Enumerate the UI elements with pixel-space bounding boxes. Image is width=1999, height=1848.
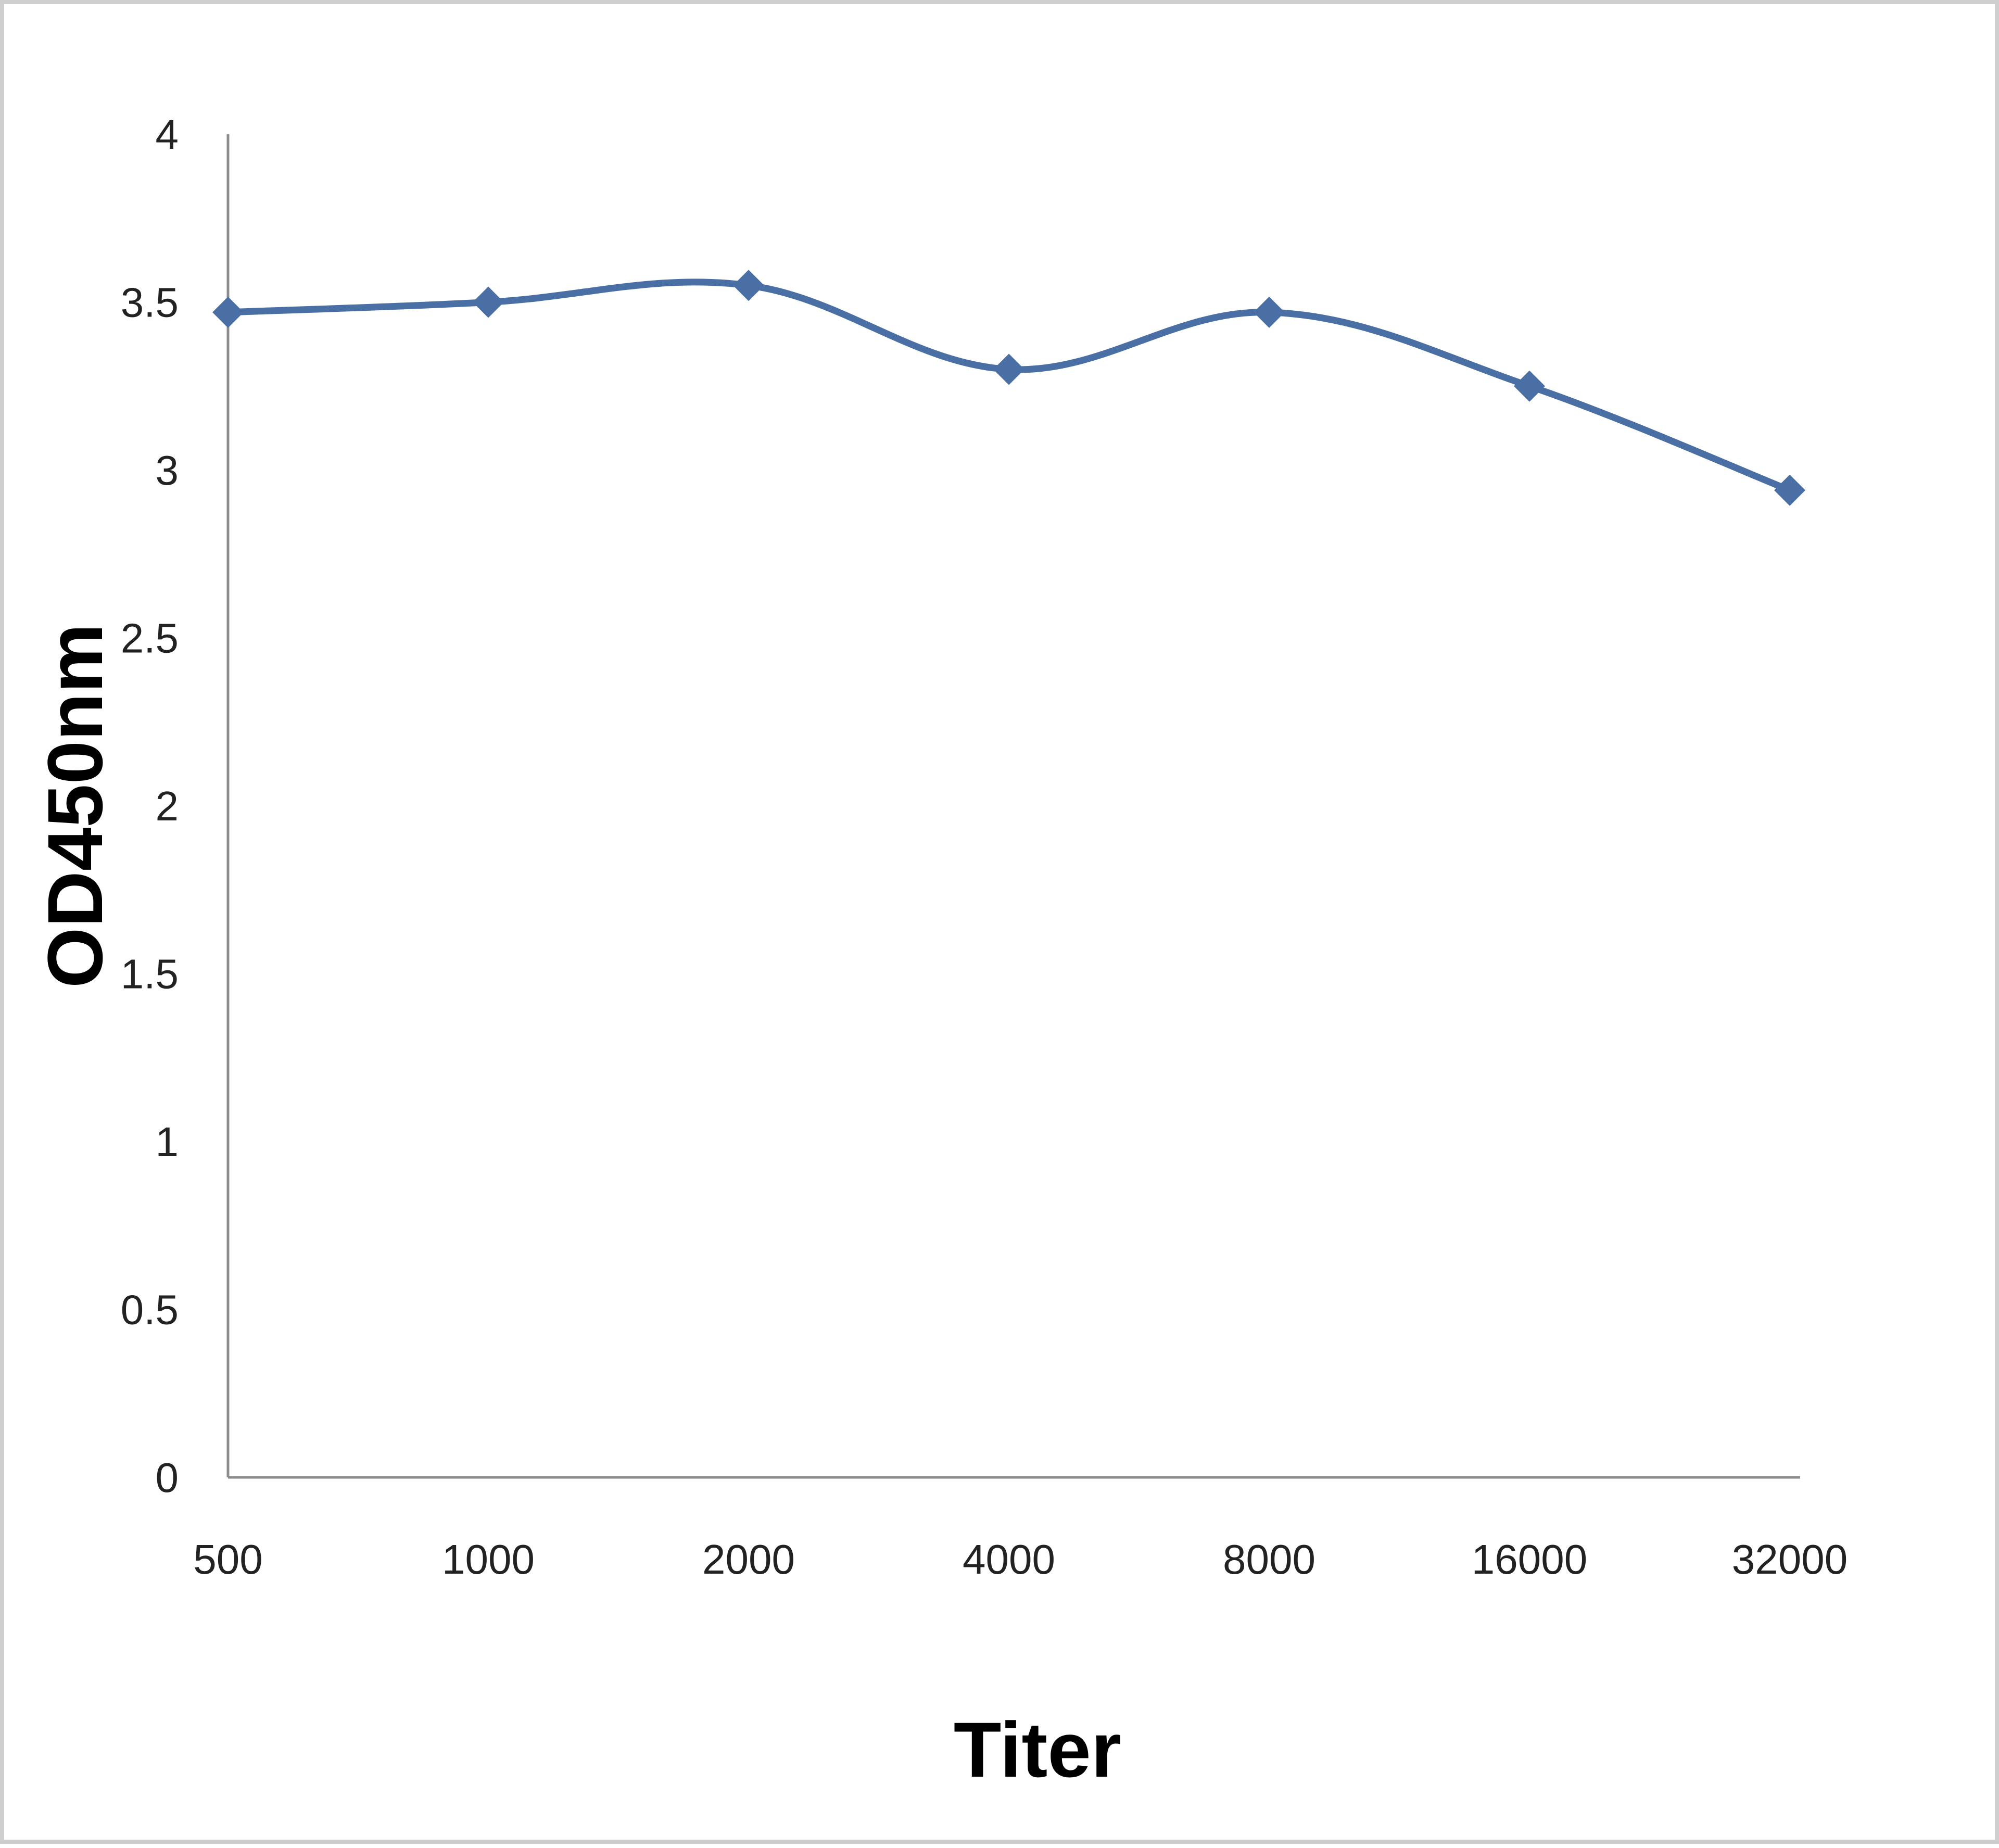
- y-tick-label: 3.5: [121, 280, 179, 326]
- y-tick-label: 4: [156, 111, 179, 158]
- series-line: [224, 279, 1793, 494]
- x-tick-label: 500: [193, 1536, 262, 1583]
- line-chart: 0 0.5 1 1.5 2 2.5 3 3.5 4 500 1000 2000 4000 8000 160…: [31, 111, 1848, 1793]
- y-tick-label: 0.5: [121, 1287, 179, 1333]
- y-tick-label: 3: [156, 447, 179, 493]
- x-tick-label: 32000: [1732, 1536, 1848, 1583]
- x-tick-label: 4000: [963, 1536, 1055, 1583]
- series-group: [212, 270, 1805, 506]
- y-tick-label: 1: [156, 1119, 179, 1165]
- data-point-marker: [993, 353, 1024, 385]
- y-tick-label: 2.5: [121, 615, 179, 662]
- x-tick-label: 2000: [702, 1536, 795, 1583]
- y-tick-label: 1.5: [121, 951, 179, 997]
- y-tick-label: 0: [156, 1454, 179, 1501]
- x-tick-label: 1000: [442, 1536, 535, 1583]
- data-point-marker: [1514, 370, 1545, 402]
- data-point-marker: [1254, 296, 1285, 328]
- y-tick-label: 2: [156, 783, 179, 829]
- x-axis-title: Titer: [954, 1706, 1121, 1793]
- x-tick-labels: 500 1000 2000 4000 8000 16000 32000: [193, 1536, 1848, 1583]
- x-tick-label: 16000: [1472, 1536, 1587, 1583]
- y-tick-labels: 0 0.5 1 1.5 2 2.5 3 3.5 4: [121, 111, 179, 1501]
- x-tick-label: 8000: [1223, 1536, 1315, 1583]
- data-point-marker: [733, 270, 764, 301]
- y-axis-title: OD450nm: [31, 624, 119, 988]
- data-point-marker: [1774, 474, 1805, 506]
- data-point-marker: [212, 296, 244, 328]
- data-point-marker: [473, 286, 504, 318]
